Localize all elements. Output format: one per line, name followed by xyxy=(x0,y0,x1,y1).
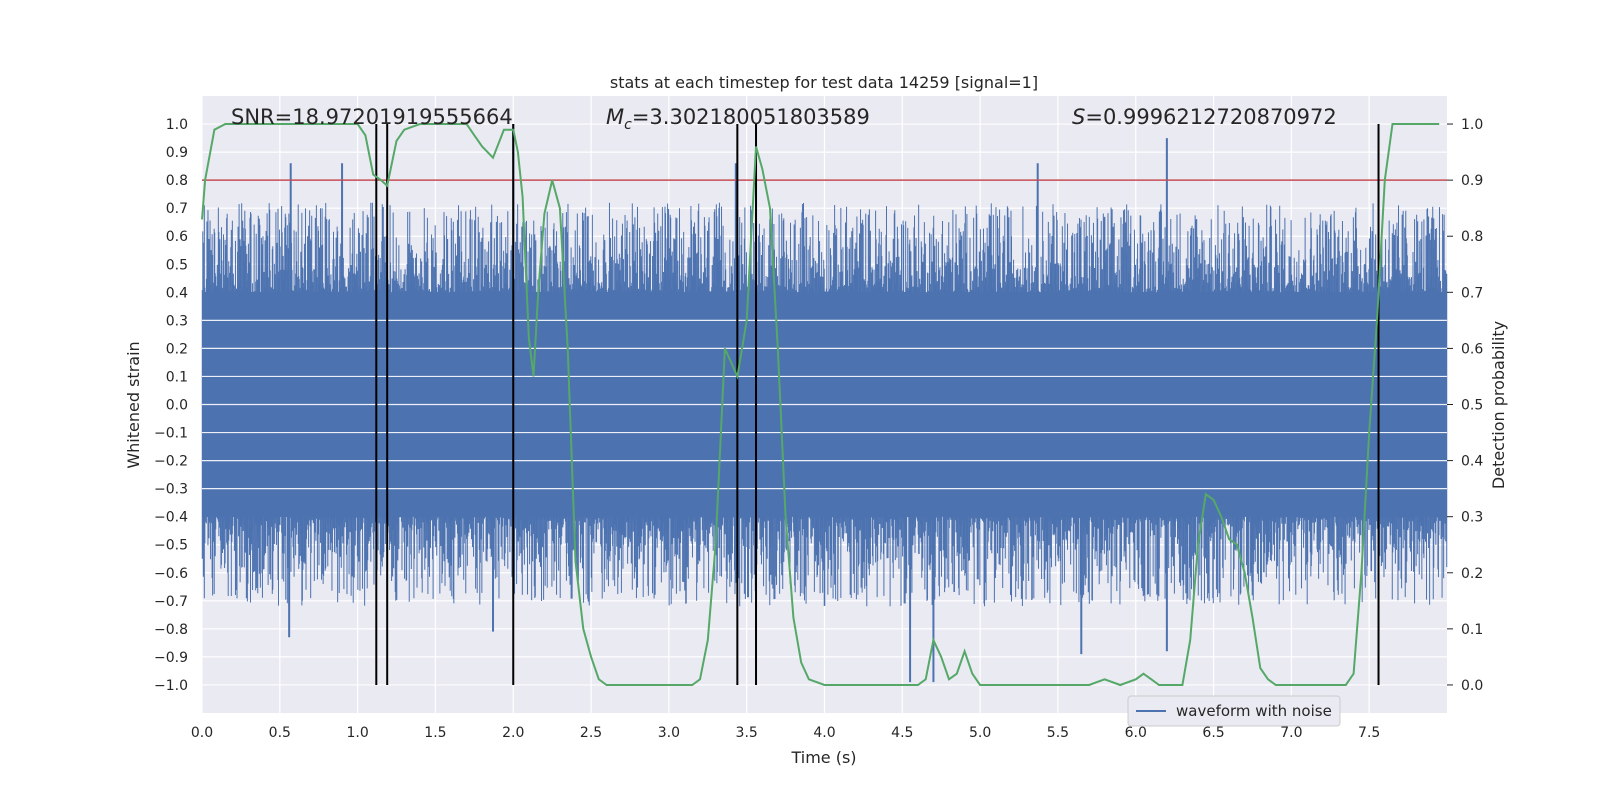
x-tick-label: 4.5 xyxy=(891,725,913,741)
y-axis-label-left: Whitened strain xyxy=(124,341,143,468)
snr-annotation: SNR=18.97201919555664 xyxy=(231,105,513,129)
y-left-tick-label: 0.9 xyxy=(166,145,188,161)
y-left-tick-label: 0.2 xyxy=(166,341,188,357)
x-tick-label: 6.0 xyxy=(1125,725,1147,741)
x-tick-label: 7.0 xyxy=(1280,725,1302,741)
y-axis-label-right: Detection probability xyxy=(1489,321,1508,489)
x-tick-label: 3.5 xyxy=(736,725,758,741)
y-right-tick-label: 0.0 xyxy=(1461,678,1483,694)
y-left-tick-label: 0.6 xyxy=(166,229,188,245)
y-left-tick-label: −0.5 xyxy=(154,538,188,554)
legend-box xyxy=(1127,695,1341,727)
y-left-tick-label: −0.6 xyxy=(154,566,188,582)
y-right-tick-label: 0.3 xyxy=(1461,510,1483,526)
y-right-tick-label: 0.6 xyxy=(1461,341,1483,357)
y-left-tick-label: −0.7 xyxy=(154,594,188,610)
y-left-tick-label: 0.3 xyxy=(166,313,188,329)
y-left-tick-label: 0.7 xyxy=(166,201,188,217)
x-tick-label: 7.5 xyxy=(1358,725,1380,741)
x-tick-label: 4.0 xyxy=(813,725,835,741)
chirp-mass-value: =3.302180051803589 xyxy=(632,105,870,129)
x-tick-label: 0.5 xyxy=(269,725,291,741)
chart-title: stats at each timestep for test data 142… xyxy=(610,73,1038,92)
y-left-tick-label: 0.5 xyxy=(166,257,188,273)
y-left-tick-label: −0.4 xyxy=(154,510,188,526)
y-left-tick-label: 0.8 xyxy=(166,173,188,189)
y-left-tick-label: −0.2 xyxy=(154,454,188,470)
x-tick-label: 0.0 xyxy=(191,725,213,741)
x-tick-label: 5.5 xyxy=(1047,725,1069,741)
chirp-mass-subscript: c xyxy=(624,117,632,133)
score-symbol: S xyxy=(1072,105,1085,129)
vertical-markers xyxy=(375,124,1380,685)
y-right-tick-label: 0.2 xyxy=(1461,566,1483,582)
x-tick-label: 5.0 xyxy=(969,725,991,741)
x-tick-label: 1.5 xyxy=(424,725,446,741)
y-left-tick-label: 1.0 xyxy=(166,117,188,133)
x-tick-label: 1.0 xyxy=(346,725,368,741)
y-right-tick-label: 0.1 xyxy=(1461,622,1483,638)
y-left-tick-label: −0.9 xyxy=(154,650,188,666)
y-left-tick-label: 0.1 xyxy=(166,369,188,385)
score-value: =0.9996212720870972 xyxy=(1085,105,1336,129)
y-left-tick-label: −0.1 xyxy=(154,426,188,442)
x-axis-label: Time (s) xyxy=(790,748,856,767)
x-tick-label: 2.5 xyxy=(580,725,602,741)
y-right-tick-label: 0.5 xyxy=(1461,398,1483,414)
x-tick-label: 6.5 xyxy=(1202,725,1224,741)
y-left-tick-label: 0.0 xyxy=(166,398,188,414)
score-annotation: S=0.9996212720870972 xyxy=(1072,105,1337,129)
legend-label-waveform: waveform with noise xyxy=(1176,702,1332,720)
y-left-tick-label: −1.0 xyxy=(154,678,188,694)
y-right-tick-label: 0.7 xyxy=(1461,285,1483,301)
probability-series xyxy=(201,123,1440,687)
waveform-series xyxy=(201,124,1448,683)
y-right-tick-label: 0.9 xyxy=(1461,173,1483,189)
y-right-tick-label: 0.8 xyxy=(1461,229,1483,245)
x-tick-label: 3.0 xyxy=(658,725,680,741)
y-left-tick-label: 0.4 xyxy=(166,285,188,301)
x-tick-label: 2.0 xyxy=(502,725,524,741)
tick-labels: 0.0 0.5 1.0 1.5 2.0 2.5 3.0 3.5 4.0 4.5 5.0 5.5 6.0 6… xyxy=(154,117,1483,741)
legend: waveform with noise xyxy=(1127,695,1341,727)
probability-line xyxy=(201,123,1440,687)
y-right-tick-label: 1.0 xyxy=(1461,117,1483,133)
y-left-tick-label: −0.8 xyxy=(154,622,188,638)
y-left-tick-label: −0.3 xyxy=(154,482,188,498)
chirp-mass-annotation: Mc=3.302180051803589 xyxy=(606,105,870,133)
chirp-mass-symbol: M xyxy=(606,105,624,129)
y-right-tick-label: 0.4 xyxy=(1461,454,1483,470)
